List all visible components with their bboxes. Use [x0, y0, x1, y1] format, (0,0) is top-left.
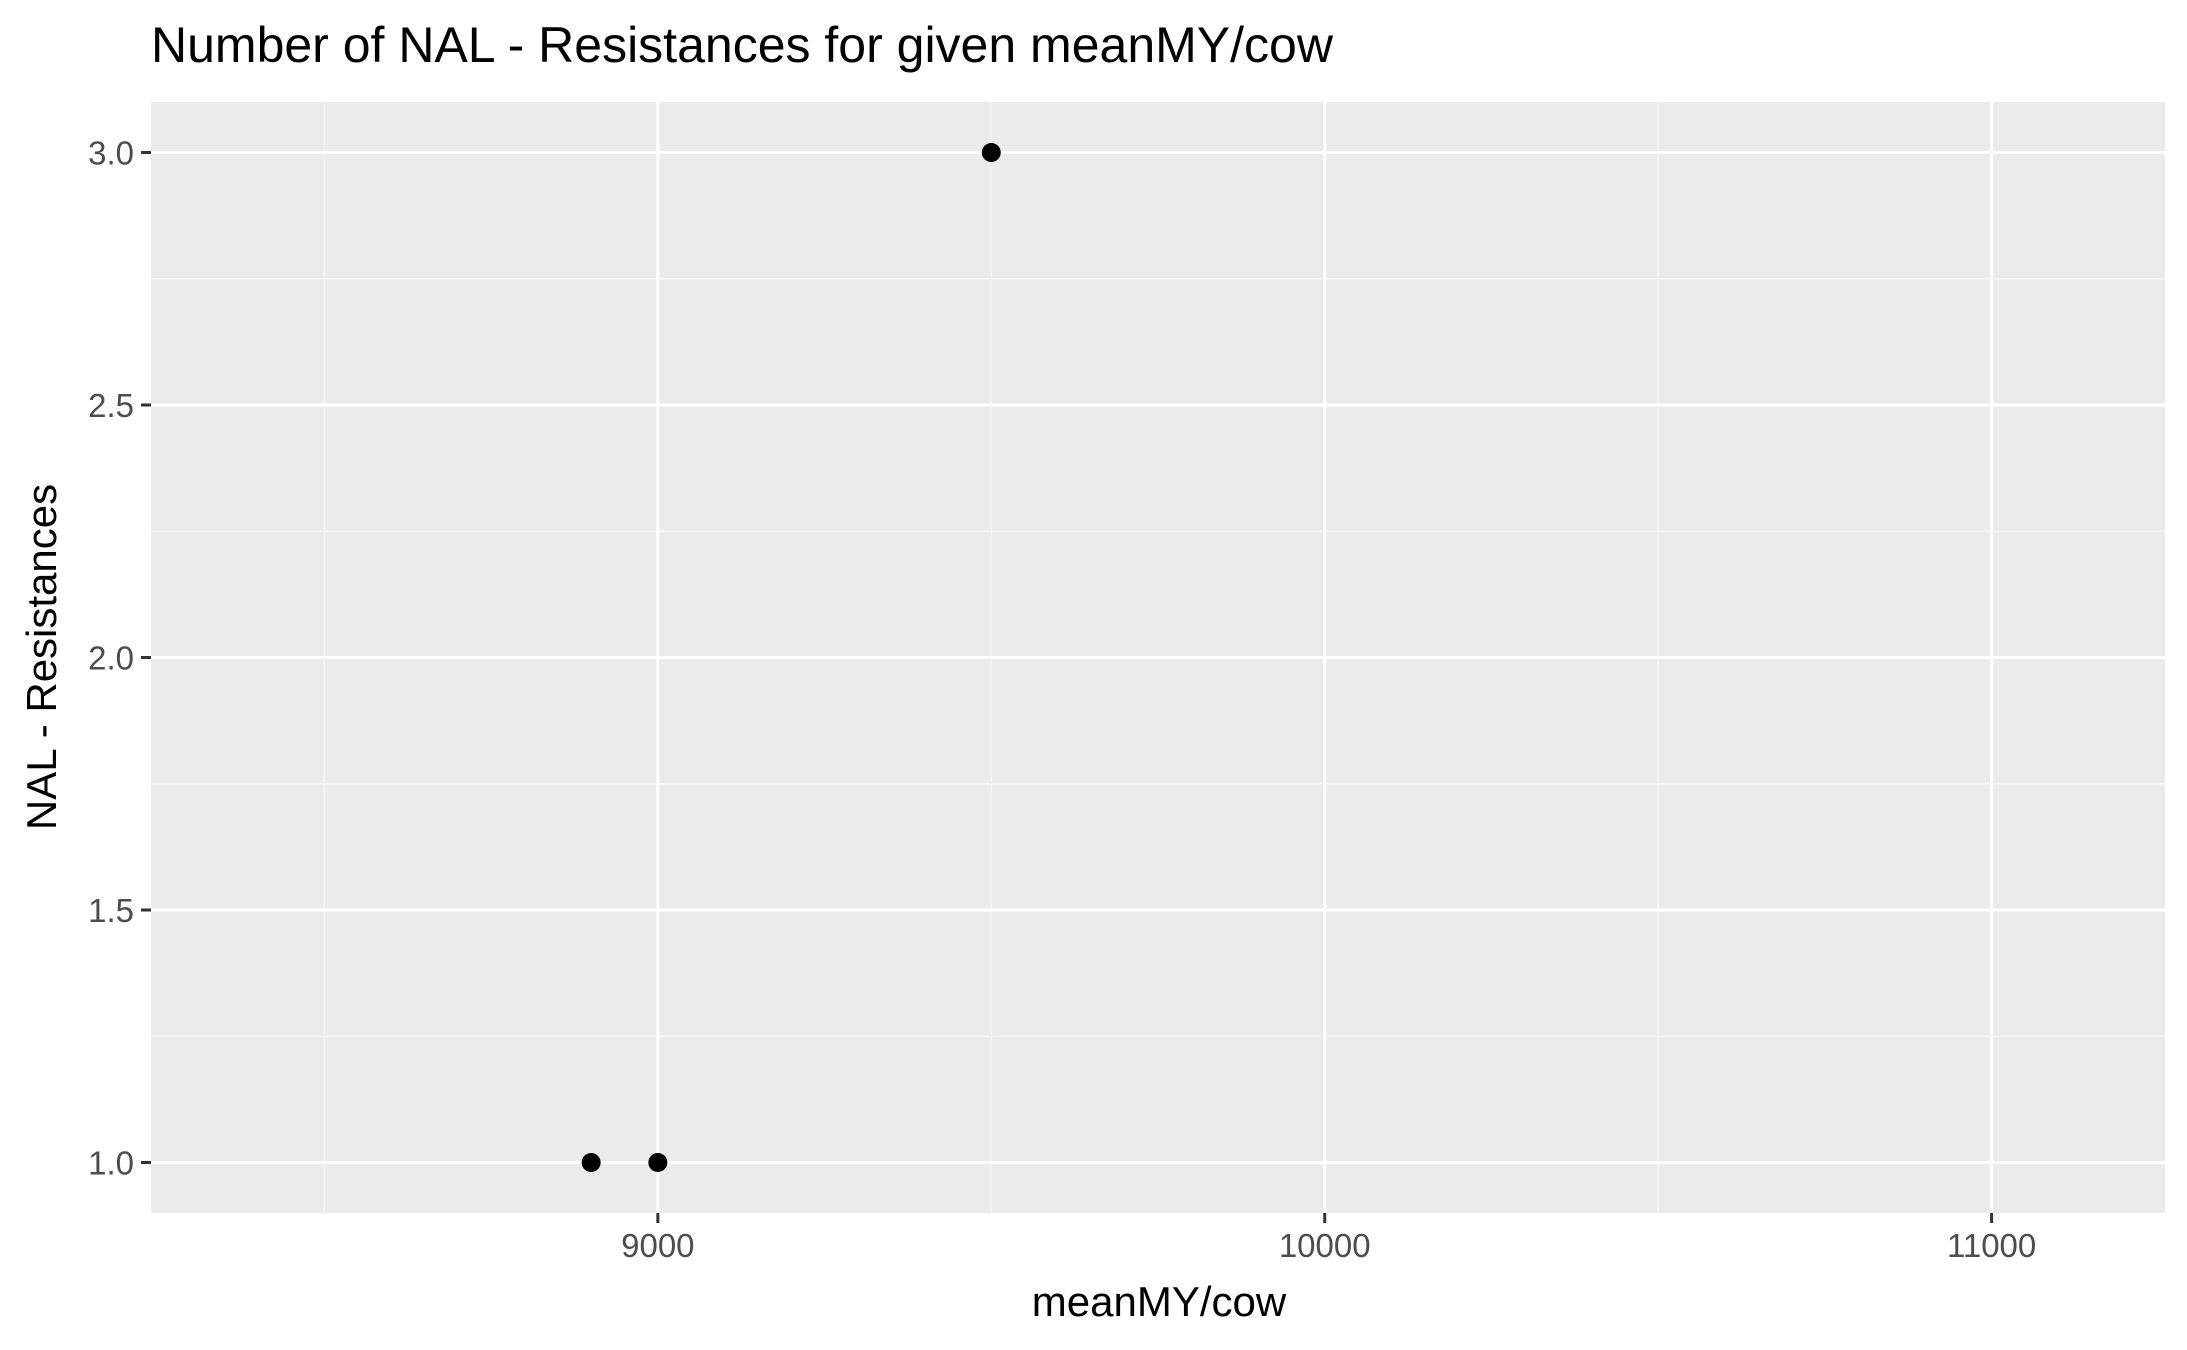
y-tick-label: 2.0 — [88, 640, 134, 677]
y-tick-label: 2.5 — [88, 387, 134, 424]
chart-title: Number of NAL - Resistances for given me… — [151, 17, 1334, 73]
x-tick-label: 11000 — [1947, 1227, 2036, 1264]
y-tick-label: 1.0 — [88, 1145, 134, 1182]
data-point — [981, 143, 1001, 162]
x-tick-label: 9000 — [621, 1227, 694, 1264]
x-axis-title: meanMY/cow — [1032, 1278, 1287, 1325]
y-tick-label: 1.5 — [88, 892, 134, 929]
x-axis: 9000 10000 11000 — [621, 1213, 2036, 1264]
x-tick-label: 10000 — [1279, 1227, 1371, 1264]
data-point — [648, 1153, 668, 1172]
data-points — [581, 143, 1001, 1172]
y-tick-label: 3.0 — [88, 135, 134, 172]
y-axis-title: NAL - Resistances — [18, 484, 65, 830]
grid-major — [151, 102, 2165, 1213]
y-axis: 1.0 1.5 2.0 2.5 3.0 — [88, 135, 151, 1182]
data-point — [581, 1153, 601, 1172]
